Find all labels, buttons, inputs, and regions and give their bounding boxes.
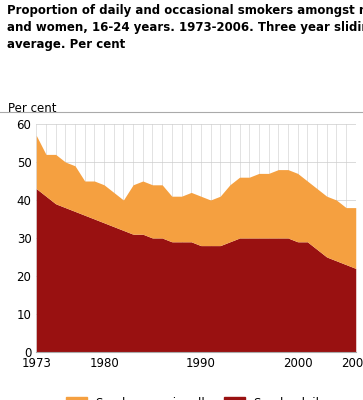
Text: Per cent: Per cent: [8, 102, 56, 115]
Legend: Smoke occasionally, Smoke daily: Smoke occasionally, Smoke daily: [61, 392, 331, 400]
Text: Proportion of daily and occasional smokers amongst men
and women, 16-24 years. 1: Proportion of daily and occasional smoke…: [7, 4, 363, 51]
